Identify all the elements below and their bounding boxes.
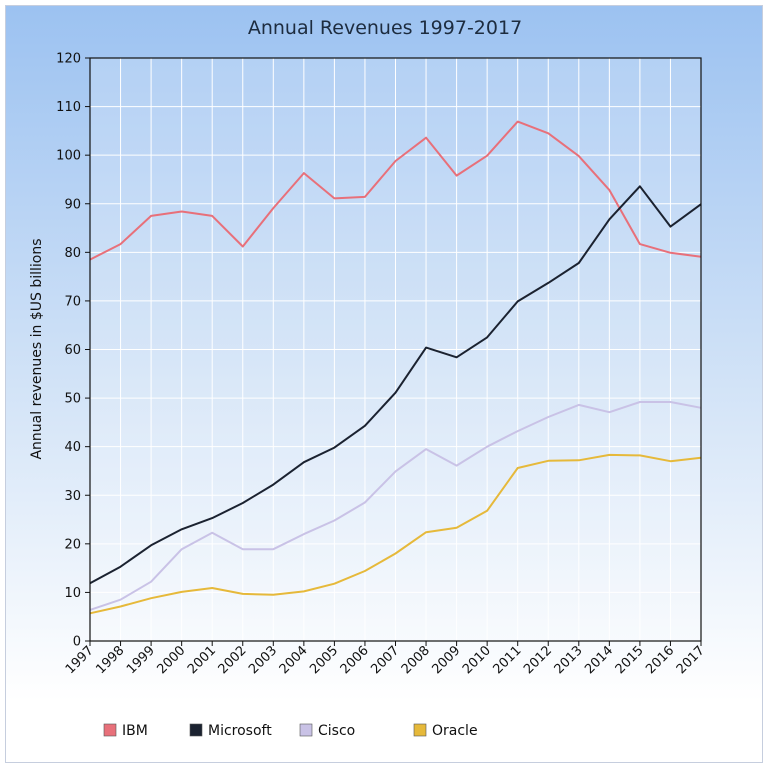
y-tick-label: 20 — [64, 537, 81, 552]
legend-swatch — [103, 723, 117, 737]
x-tick-label: 2015 — [613, 643, 647, 677]
x-tick-label: 2003 — [246, 643, 280, 677]
legend-swatch — [189, 723, 203, 737]
chart-title: Annual Revenues 1997-2017 — [248, 17, 522, 39]
legend-label: IBM — [122, 723, 148, 739]
y-tick-label: 80 — [64, 246, 81, 261]
series-line-cisco — [89, 401, 702, 611]
legend-item-ibm[interactable]: IBM — [103, 723, 148, 739]
series-line-microsoft — [89, 185, 702, 585]
y-axis-label: Annual revenues in $US billions — [29, 238, 45, 459]
x-tick-label: 2016 — [643, 643, 677, 677]
x-tick-label: 1999 — [124, 643, 158, 677]
y-tick-label: 40 — [64, 440, 81, 455]
x-tick-label: 2004 — [277, 643, 311, 677]
y-axis-ticks: 0 10 20 30 40 50 60 70 80 90 100 110 120 — [56, 52, 90, 650]
legend-item-microsoft[interactable]: Microsoft — [189, 723, 272, 739]
legend[interactable]: IBM Microsoft Cisco Oracle — [103, 723, 478, 739]
y-tick-label: 110 — [56, 100, 81, 115]
y-tick-label: 100 — [56, 149, 81, 164]
series-line-ibm — [89, 120, 702, 261]
legend-swatch — [413, 723, 427, 737]
legend-label: Cisco — [318, 723, 355, 739]
x-tick-label: 2013 — [552, 643, 586, 677]
x-tick-label: 1998 — [93, 643, 127, 677]
x-axis-ticks: 1997199819992000200120022003200420052006… — [63, 641, 708, 677]
legend-item-cisco[interactable]: Cisco — [299, 723, 355, 739]
x-tick-label: 2001 — [185, 643, 219, 677]
y-tick-label: 50 — [64, 392, 81, 407]
y-tick-label: 0 — [73, 635, 81, 650]
x-tick-label: 2008 — [399, 643, 433, 677]
legend-item-oracle[interactable]: Oracle — [413, 723, 478, 739]
x-tick-label: 2000 — [154, 643, 188, 677]
chart-frame — [5, 5, 763, 763]
x-tick-label: 2017 — [674, 643, 708, 677]
y-tick-label: 90 — [64, 197, 81, 212]
x-tick-label: 2007 — [368, 643, 402, 677]
series-line-oracle — [89, 453, 702, 615]
x-tick-label: 1997 — [63, 643, 97, 677]
y-tick-label: 120 — [56, 52, 81, 67]
y-tick-label: 30 — [64, 489, 81, 504]
x-tick-label: 2009 — [429, 643, 463, 677]
y-tick-label: 10 — [64, 586, 81, 601]
x-tick-label: 2006 — [338, 643, 372, 677]
x-tick-label: 2011 — [491, 643, 525, 677]
x-tick-label: 2002 — [216, 643, 250, 677]
y-tick-label: 60 — [64, 343, 81, 358]
legend-label: Oracle — [432, 723, 478, 739]
x-tick-label: 2005 — [307, 643, 341, 677]
y-tick-label: 70 — [64, 294, 81, 309]
x-tick-label: 2014 — [582, 643, 616, 677]
x-tick-label: 2012 — [521, 643, 555, 677]
legend-swatch — [299, 723, 313, 737]
legend-label: Microsoft — [208, 723, 272, 739]
x-tick-label: 2010 — [460, 643, 494, 677]
grid-lines — [90, 57, 701, 641]
series-lines — [89, 120, 702, 615]
